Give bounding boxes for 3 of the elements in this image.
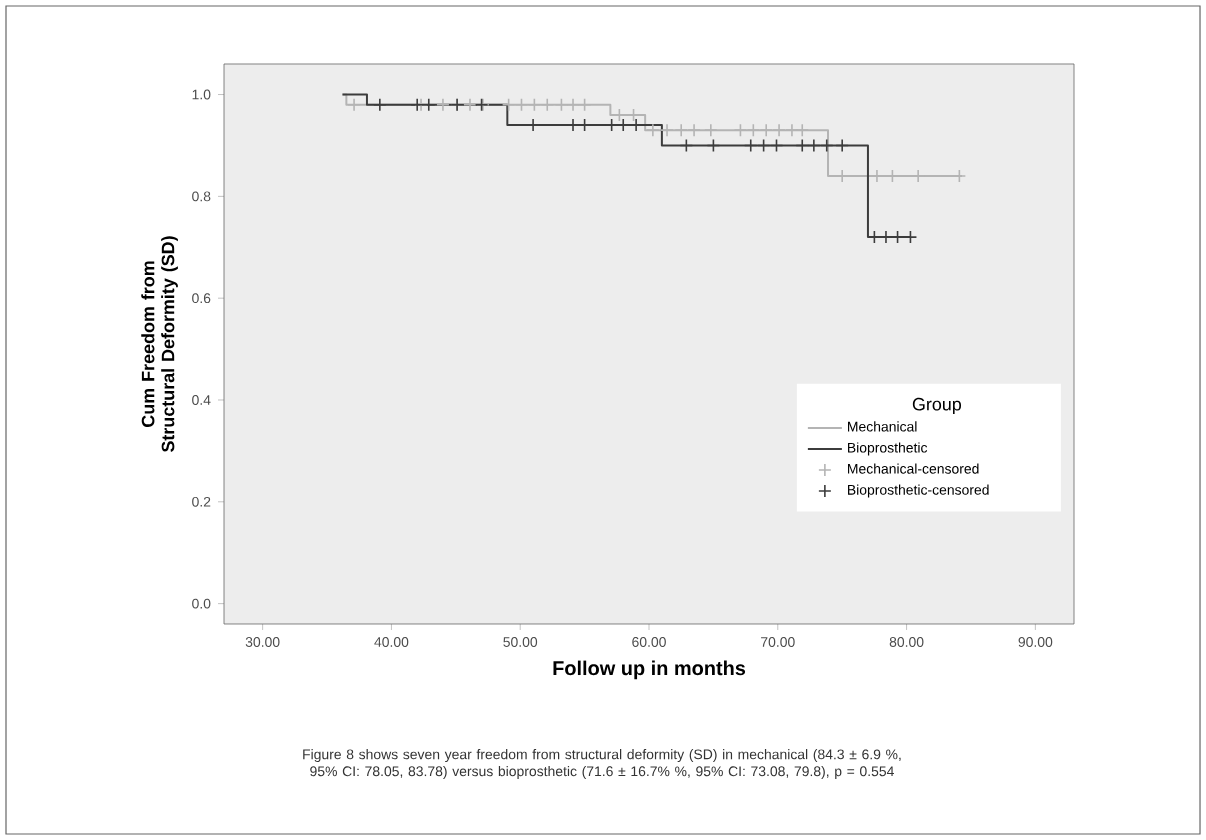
y-axis-title: Cum Freedom from Structural Deformity (SD) [141, 236, 178, 453]
legend-title: Group [912, 397, 962, 415]
x-axis-title: Follow up in months [553, 660, 746, 680]
